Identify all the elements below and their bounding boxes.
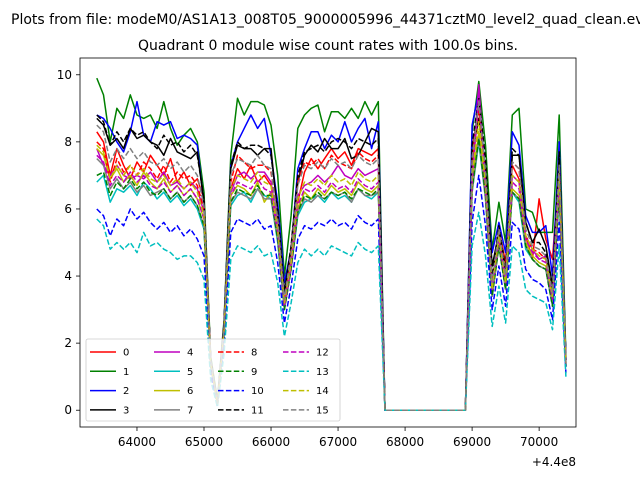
legend-box	[85, 338, 341, 422]
x-tick-label: 68000	[386, 435, 424, 449]
series-line-11	[96, 97, 567, 411]
legend-label-1: 1	[123, 367, 129, 378]
chart-title: Quadrant 0 module wise count rates with …	[138, 38, 518, 54]
series-line-14	[96, 120, 567, 411]
figure-suptitle: Plots from file: modeM0/AS1A13_008T05_90…	[11, 12, 640, 28]
series-line-1	[96, 77, 567, 411]
plot-frame	[79, 57, 577, 428]
series-line-13	[96, 211, 567, 411]
y-axis: 0 2 4 6 8 10	[57, 68, 80, 417]
legend-label-12: 12	[316, 348, 329, 359]
series-line-15	[96, 100, 567, 411]
legend-label-7: 7	[187, 405, 193, 416]
x-tick-label: 66000	[252, 435, 290, 449]
y-tick-label: 10	[57, 68, 72, 82]
y-tick-label: 0	[64, 403, 72, 417]
series-layer	[96, 77, 567, 411]
x-axis: 64000 65000 66000 67000 68000 69000 70000	[118, 427, 558, 449]
x-tick-label: 69000	[453, 435, 491, 449]
legend-label-0: 0	[123, 348, 129, 359]
x-tick-label: 64000	[118, 435, 156, 449]
legend-label-2: 2	[123, 386, 129, 397]
legend-label-11: 11	[251, 405, 264, 416]
legend-label-15: 15	[316, 405, 329, 416]
legend-label-13: 13	[316, 367, 329, 378]
y-tick-label: 4	[64, 269, 72, 283]
legend-label-14: 14	[316, 386, 329, 397]
x-tick-label: 70000	[520, 435, 558, 449]
legend-label-3: 3	[123, 405, 129, 416]
y-tick-label: 2	[64, 336, 72, 350]
series-line-10	[96, 174, 567, 411]
legend-label-8: 8	[251, 348, 257, 359]
legend-label-10: 10	[251, 386, 264, 397]
legend-label-6: 6	[187, 386, 193, 397]
legend-label-4: 4	[187, 348, 193, 359]
x-offset-label: +4.4e8	[532, 455, 576, 469]
legend-label-9: 9	[251, 367, 257, 378]
x-tick-label: 67000	[319, 435, 357, 449]
y-tick-label: 8	[64, 135, 72, 149]
y-tick-label: 6	[64, 202, 72, 216]
legend-label-5: 5	[187, 367, 193, 378]
x-tick-label: 65000	[185, 435, 223, 449]
